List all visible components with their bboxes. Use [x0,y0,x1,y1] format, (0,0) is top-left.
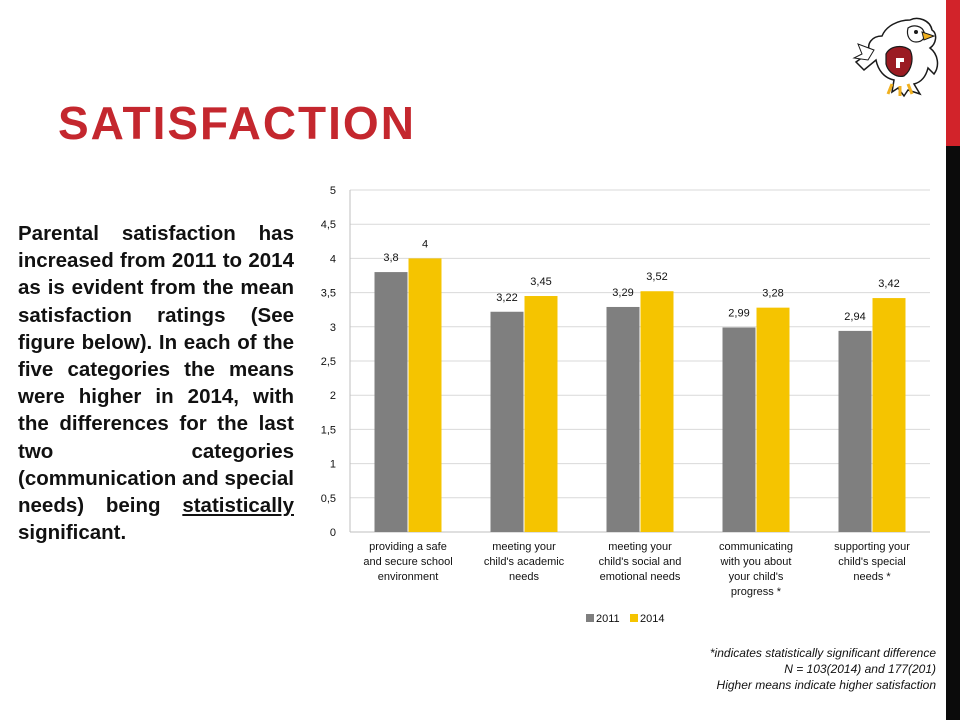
eagle-mascot-logo [852,17,939,98]
category-label: emotional needs [600,571,681,583]
category-label: needs [509,571,539,583]
data-label-2014: 3,42 [878,278,899,290]
data-label-2014: 3,45 [530,276,551,288]
data-label-2011: 2,94 [844,311,865,323]
y-tick-label: 4 [330,253,336,265]
legend-label-2011: 2011 [596,613,620,625]
y-tick-label: 0,5 [321,493,336,505]
category-label: environment [378,571,439,583]
category-label: supporting your [834,541,910,553]
body-paragraph: Parental satisfaction has increased from… [18,220,294,546]
legend-swatch-2014 [630,614,638,622]
legend-swatch-2011 [586,614,594,622]
body-text-part1: Parental satisfaction has increased from… [18,222,294,518]
bar-2011 [722,327,756,532]
y-tick-label: 3 [330,322,336,334]
data-label-2014: 4 [422,238,428,250]
category-label: child's special [838,556,906,568]
y-tick-label: 4,5 [321,219,336,231]
footnote-interpretation: Higher means indicate higher satisfactio… [716,678,936,692]
bar-2011 [374,272,408,532]
y-tick-label: 1 [330,459,336,471]
bar-2011 [606,306,640,532]
data-label-2014: 3,52 [646,271,667,283]
body-text-part2: significant. [18,521,127,545]
footnotes: *indicates statistically significant dif… [710,645,936,693]
legend-label-2014: 2014 [640,613,664,625]
category-label: child's academic [484,556,565,568]
category-label: providing a safe [369,541,447,553]
y-tick-label: 5 [330,185,336,197]
footnote-significance: *indicates statistically significant dif… [709,646,936,660]
category-label: communicating [719,541,793,553]
bar-2011 [838,330,872,532]
data-label-2011: 2,99 [728,307,749,319]
bar-2014 [756,307,790,532]
bar-2011 [490,311,524,532]
data-label-2011: 3,8 [383,252,398,264]
accent-rail-red [946,0,960,146]
category-label: needs * [853,571,891,583]
category-label: child's social and [599,556,682,568]
body-text-underlined: statistically [182,494,294,518]
footnote-sample-size: N = 103(2014) and 177(201) [784,662,936,676]
category-label: progress * [731,586,782,598]
category-label: with you about [720,556,792,568]
y-tick-label: 3,5 [321,288,336,300]
y-tick-label: 1,5 [321,424,336,436]
category-label: meeting your [608,541,672,553]
category-label: and secure school [363,556,452,568]
bar-2014 [872,298,906,532]
category-label: your child's [729,571,784,583]
y-tick-label: 2,5 [321,356,336,368]
category-label: meeting your [492,541,556,553]
satisfaction-bar-chart: 0 0,5 1 1,5 2 2,5 3 3,5 4 4,5 5 3,8 4 providing a saf… [321,185,930,625]
data-label-2011: 3,29 [612,287,633,299]
bar-2014 [640,291,674,532]
data-label-2011: 3,22 [496,292,517,304]
bar-2014 [524,296,558,532]
data-label-2014: 3,28 [762,288,783,300]
y-tick-label: 0 [330,527,336,539]
bar-2014 [408,258,442,532]
y-tick-label: 2 [330,390,336,402]
accent-rail-dark [946,146,960,720]
slide-title: SATISFACTION [58,97,416,149]
